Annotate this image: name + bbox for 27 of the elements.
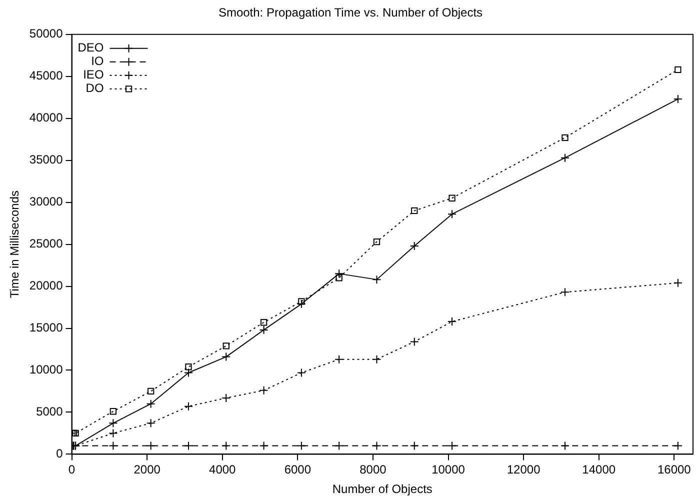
- x-tick-label: 0: [68, 462, 76, 477]
- legend-label: DO: [86, 81, 104, 96]
- legend-label: IEO: [83, 68, 104, 82]
- x-tick-label: 14000: [582, 462, 616, 477]
- y-tick-label: 40000: [29, 110, 64, 125]
- x-tick-label: 12000: [506, 462, 541, 477]
- x-tick-label: 2000: [134, 462, 161, 477]
- x-tick-label: 4000: [209, 462, 236, 477]
- y-tick-label: 10000: [29, 362, 64, 377]
- y-tick-label: 5000: [36, 404, 64, 419]
- legend-label: DEO: [78, 40, 104, 55]
- y-axis-title: Time in Milliseconds: [8, 190, 22, 298]
- y-tick-label: 25000: [29, 236, 64, 251]
- y-tick-label: 35000: [29, 152, 64, 167]
- x-tick-label: 10000: [432, 462, 466, 477]
- x-tick-label: 6000: [284, 462, 312, 477]
- y-tick-label: 50000: [29, 26, 64, 41]
- x-tick-label: 16000: [657, 462, 692, 477]
- y-tick-label: 20000: [29, 278, 64, 293]
- y-tick-label: 0: [56, 446, 64, 461]
- legend-label: IO: [91, 54, 104, 68]
- y-tick-label: 15000: [29, 320, 64, 335]
- y-tick-label: 30000: [29, 194, 64, 209]
- x-tick-label: 8000: [360, 462, 387, 477]
- x-axis-title: Number of Objects: [332, 482, 432, 496]
- chart-title: Smooth: Propagation Time vs. Number of Objects: [218, 6, 483, 20]
- y-tick-label: 45000: [29, 68, 64, 83]
